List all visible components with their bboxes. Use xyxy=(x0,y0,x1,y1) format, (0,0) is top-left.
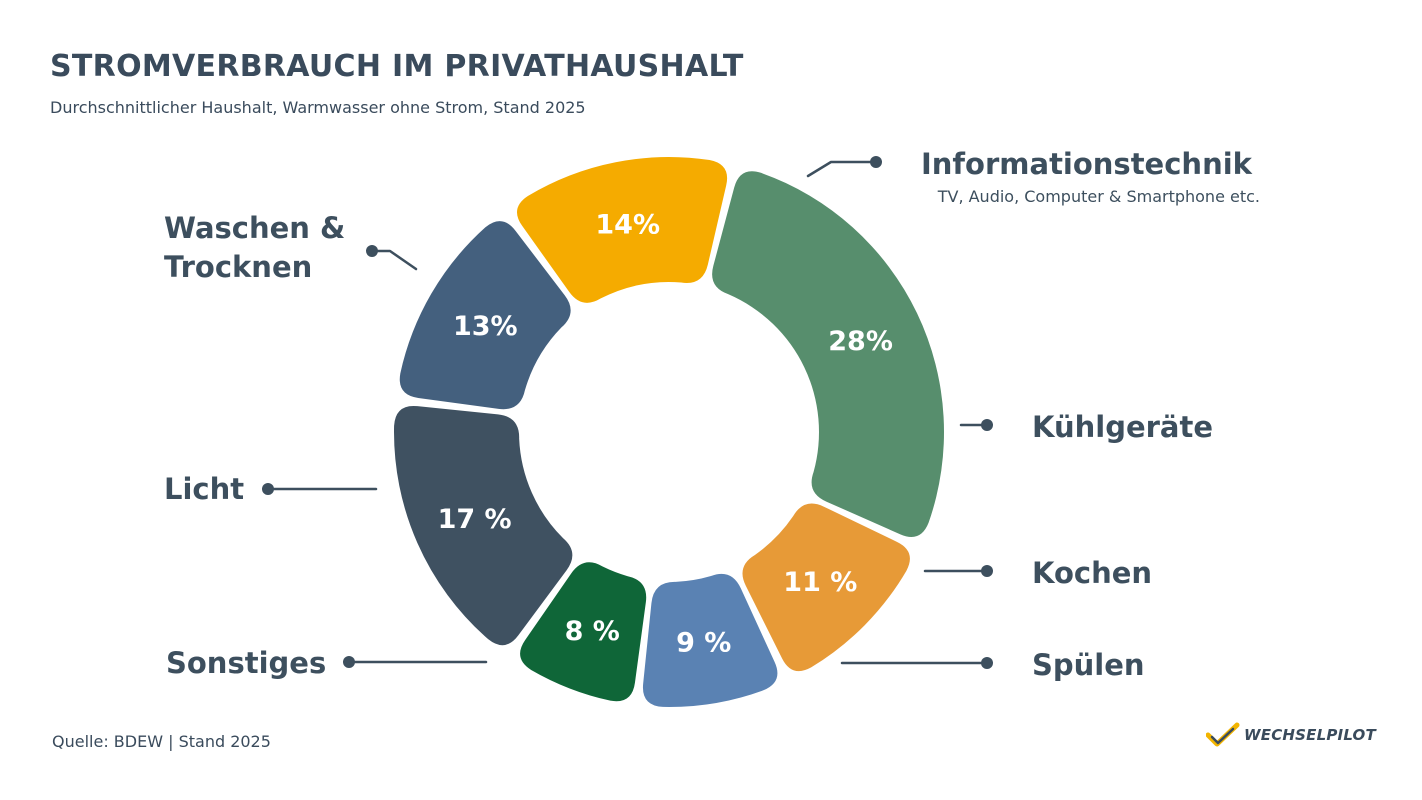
source-note: Quelle: BDEW | Stand 2025 xyxy=(52,732,271,751)
category-label-licht: Licht xyxy=(164,472,244,506)
leader-line-waschen-trocknen xyxy=(370,249,418,271)
category-label-waschen-trocknen: Waschen & Trocknen xyxy=(164,211,345,284)
leader-line-informationstechnik xyxy=(806,160,878,178)
category-label-kochen: Kochen xyxy=(1032,556,1152,590)
leader-dot-licht xyxy=(262,483,274,495)
chart-subtitle: Durchschnittlicher Haushalt, Warmwasser … xyxy=(50,98,586,117)
slice-value-informationstechnik: 28% xyxy=(828,326,893,357)
slice-sonstiges xyxy=(394,405,573,646)
slice-licht xyxy=(399,221,571,410)
slice-kochen xyxy=(642,573,778,707)
leader-dot-spuelen xyxy=(981,657,993,669)
category-sublabel-informationstechnik: TV, Audio, Computer & Smartphone etc. xyxy=(937,187,1260,206)
category-label-informationstechnik: Informationstechnik xyxy=(921,147,1253,181)
leader-dot-informationstechnik xyxy=(870,156,882,168)
check-mark-icon xyxy=(1206,722,1240,747)
wechselpilot-logo: WECHSELPILOT xyxy=(1206,722,1376,748)
logo-text: WECHSELPILOT xyxy=(1244,726,1376,744)
slice-value-kuehlgeraete: 11 % xyxy=(783,567,857,598)
leader-dot-kochen xyxy=(981,565,993,577)
category-label-spuelen: Spülen xyxy=(1032,648,1145,682)
slice-spuelen xyxy=(520,562,647,702)
category-label-kuehlgeraete: Kühlgeräte xyxy=(1032,410,1213,444)
leader-dot-kuehlgeraete xyxy=(981,419,993,431)
leader-dot-sonstiges xyxy=(343,656,355,668)
slice-value-sonstiges: 17 % xyxy=(438,504,512,535)
slice-informationstechnik xyxy=(712,171,945,538)
slice-kuehlgeraete xyxy=(742,503,910,672)
leader-dot-waschen-trocknen xyxy=(366,245,378,257)
chart-title: STROMVERBRAUCH IM PRIVATHAUSHALT xyxy=(50,49,744,84)
slice-value-licht: 13% xyxy=(453,311,518,342)
category-label-sonstiges: Sonstiges xyxy=(166,646,326,680)
slice-value-waschen-trocknen: 14% xyxy=(595,210,660,241)
slice-waschen-trocknen xyxy=(516,157,728,303)
slice-value-spuelen: 8 % xyxy=(565,616,620,647)
slice-value-kochen: 9 % xyxy=(676,628,731,659)
